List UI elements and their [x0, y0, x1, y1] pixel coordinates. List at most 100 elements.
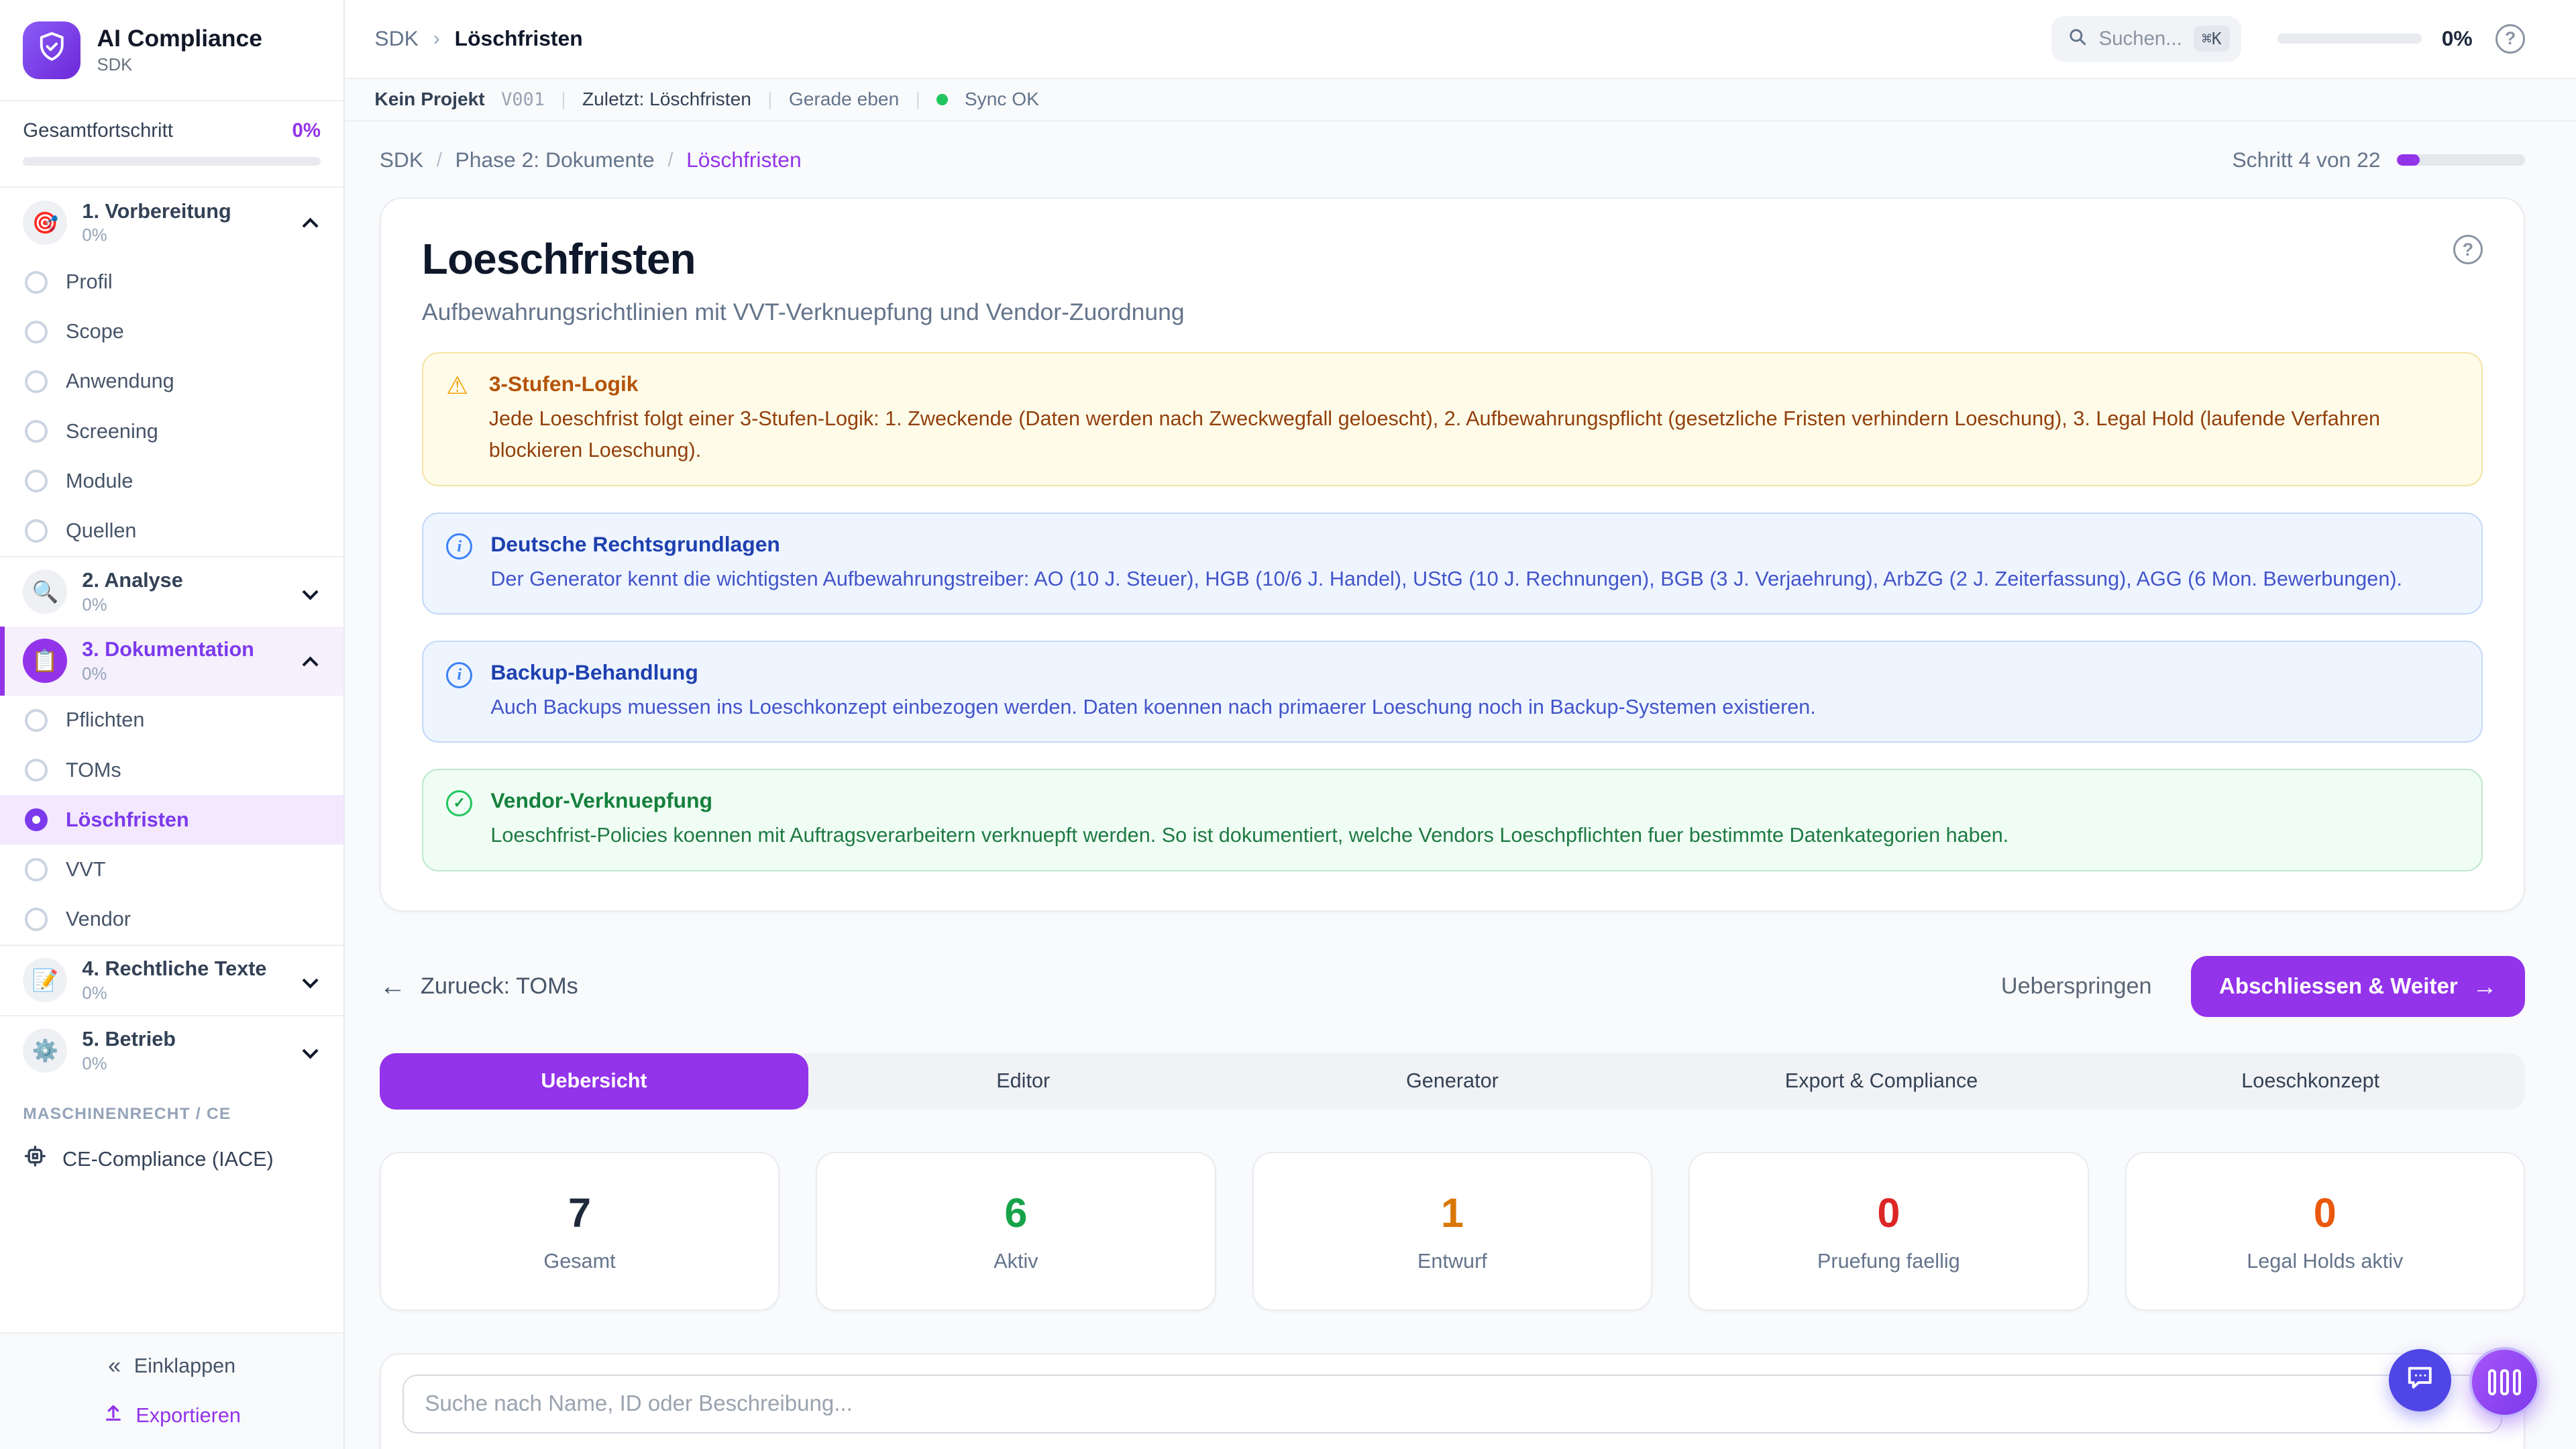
double-chevron-left-icon: «	[108, 1352, 121, 1379]
breadcrumb-current: Löschfristen	[454, 26, 583, 51]
card-help-icon[interactable]: ?	[2453, 235, 2483, 265]
divider	[0, 555, 344, 557]
infobox-3-stufen-logik: ⚠ 3-Stufen-Logik Jede Loeschfrist folgt …	[421, 352, 2483, 486]
phase-percent: 0%	[82, 664, 107, 684]
memo-icon: 📝	[23, 958, 68, 1003]
infobox-title: Backup-Behandlung	[490, 660, 698, 685]
stats-row: 7 Gesamt 6 Aktiv 1 Entwurf 0 Pruefung fa…	[379, 1152, 2526, 1311]
sidebar-phase-rechtliche-texte[interactable]: 📝 4. Rechtliche Texte 0%	[0, 946, 343, 1015]
tab-editor[interactable]: Editor	[996, 1069, 1051, 1093]
app-name: AI Compliance	[97, 25, 263, 52]
sidebar-item-toms[interactable]: TOMs	[0, 745, 343, 795]
sidebar-section-maschinenrecht: MASCHINENRECHT / CE	[23, 1105, 231, 1124]
collapse-sidebar-button[interactable]: « Einklappen	[108, 1352, 236, 1379]
sidebar-item-profil[interactable]: Profil	[0, 258, 343, 307]
kanban-columns-icon	[2488, 1369, 2497, 1396]
breadcrumb-root[interactable]: SDK	[374, 26, 419, 51]
sidebar-phase-betrieb[interactable]: ⚙️ 5. Betrieb 0%	[0, 1016, 343, 1085]
breadcrumb-current-page: Löschfristen	[686, 148, 802, 172]
sidebar-item-ce-compliance[interactable]: CE-Compliance (IACE)	[0, 1130, 343, 1191]
complete-next-button[interactable]: Abschliessen & Weiter →	[2191, 956, 2526, 1018]
breadcrumb-sdk[interactable]: SDK	[379, 148, 424, 172]
infobox-deutsche-rechtsgrundlagen: i Deutsche Rechtsgrundlagen Der Generato…	[421, 512, 2483, 614]
overall-progress: Gesamtfortschritt 0%	[0, 101, 343, 186]
sidebar-phase-analyse[interactable]: 🔍 2. Analyse 0%	[0, 557, 343, 627]
topbar-progress-bar	[2277, 34, 2422, 44]
upload-icon	[103, 1403, 124, 1430]
overall-progress-label: Gesamtfortschritt	[23, 119, 173, 142]
page-breadcrumb-row: SDK / Phase 2: Dokumente / Löschfristen …	[380, 148, 2526, 172]
global-search[interactable]: Suchen... ⌘K	[2051, 15, 2241, 62]
sidebar-item-anwendung[interactable]: Anwendung	[0, 357, 343, 407]
tab-export-compliance[interactable]: Export & Compliance	[1784, 1069, 1978, 1093]
chat-button[interactable]	[2388, 1348, 2451, 1411]
chevron-down-icon	[301, 583, 319, 600]
breadcrumb-phase[interactable]: Phase 2: Dokumente	[455, 148, 655, 172]
sidebar-phase-dokumentation[interactable]: 📋 3. Dokumentation 0%	[0, 626, 344, 696]
sidebar-item-screening[interactable]: Screening	[0, 407, 343, 456]
chevron-up-icon	[301, 656, 319, 673]
topbar-progress-text: 0%	[2441, 26, 2473, 51]
divider: |	[561, 89, 566, 109]
divider	[0, 100, 344, 101]
last-saved-time: Gerade eben	[788, 89, 900, 110]
infobox-body: Der Generator kennt die wichtigsten Aufb…	[490, 567, 2403, 590]
shield-check-icon	[36, 31, 68, 69]
step-navigation-row: ← Zurueck: TOMs Ueberspringen Abschliess…	[379, 956, 2526, 1018]
app-logo-row: AI Compliance SDK	[0, 0, 343, 100]
infobox-body: Loeschfrist-Policies koennen mit Auftrag…	[490, 824, 2009, 847]
sidebar-phase-vorbereitung[interactable]: 🎯 1. Vorbereitung 0%	[0, 188, 343, 257]
export-button[interactable]: Exportieren	[0, 1403, 343, 1430]
view-tabs: Uebersicht Editor Generator Export & Com…	[379, 1053, 2526, 1110]
sync-status-dot	[936, 93, 949, 105]
tab-loeschkonzept[interactable]: Loeschkonzept	[2241, 1069, 2380, 1093]
infobox-body: Auch Backups muessen ins Loeschkonzept e…	[490, 695, 1816, 718]
radio-circle-icon	[24, 858, 48, 881]
infobox-vendor-verknuepfung: ✓ Vendor-Verknuepfung Loeschfrist-Polici…	[421, 769, 2483, 871]
magnifier-icon: 🔍	[23, 570, 68, 614]
stat-value: 0	[2313, 1190, 2337, 1236]
sidebar-item-vvt[interactable]: VVT	[0, 845, 343, 894]
page-subtitle: Aufbewahrungsrichtlinien mit VVT-Verknue…	[421, 299, 1185, 326]
target-icon: 🎯	[23, 200, 68, 246]
step-progress-fill	[2397, 154, 2420, 166]
sidebar-item-scope[interactable]: Scope	[0, 307, 343, 357]
tab-uebersicht[interactable]: Uebersicht	[379, 1053, 809, 1110]
slash-separator: /	[667, 148, 674, 171]
info-icon: i	[446, 533, 473, 560]
back-button[interactable]: ← Zurueck: TOMs	[379, 971, 578, 1001]
phase-percent: 0%	[82, 595, 107, 614]
kanban-view-button[interactable]	[2469, 1347, 2540, 1418]
sidebar-item-loeschfristen[interactable]: Löschfristen	[0, 795, 344, 845]
sidebar-item-pflichten[interactable]: Pflichten	[0, 696, 343, 745]
version-badge: V001	[501, 89, 545, 110]
radio-selected-icon	[24, 808, 48, 832]
phase-label: 2. Analyse	[82, 568, 183, 592]
stat-aktiv: 6 Aktiv	[816, 1152, 1216, 1311]
sidebar-item-module[interactable]: Module	[0, 456, 343, 506]
radio-circle-icon	[24, 708, 48, 733]
radio-circle-icon	[24, 370, 48, 394]
skip-button[interactable]: Ueberspringen	[2000, 973, 2152, 1000]
warning-triangle-icon: ⚠	[446, 371, 469, 399]
phase-percent: 0%	[82, 226, 107, 246]
sidebar-item-vendor[interactable]: Vendor	[0, 894, 343, 944]
app-logo	[23, 21, 80, 79]
tab-generator[interactable]: Generator	[1405, 1069, 1499, 1093]
stat-value: 6	[1004, 1190, 1028, 1236]
phase-label: 5. Betrieb	[82, 1027, 176, 1051]
arrow-left-icon: ←	[379, 971, 406, 1001]
policy-search-input[interactable]	[402, 1374, 2503, 1434]
chevron-down-icon	[301, 1042, 319, 1059]
stat-label: Gesamt	[543, 1249, 616, 1273]
stat-pruefung-faellig: 0 Pruefung faellig	[1688, 1152, 2089, 1311]
sidebar-item-quellen[interactable]: Quellen	[0, 506, 343, 555]
help-icon[interactable]: ?	[2496, 23, 2526, 54]
infobox-title: Vendor-Verknuepfung	[490, 788, 713, 813]
topbar: SDK › Löschfristen Suchen... ⌘K 0% ?	[345, 0, 2576, 79]
app-title-block: AI Compliance SDK	[97, 25, 262, 75]
overall-progress-value: 0%	[292, 119, 321, 142]
stat-label: Entwurf	[1417, 1249, 1487, 1273]
page-breadcrumb: SDK / Phase 2: Dokumente / Löschfristen	[380, 148, 2233, 172]
